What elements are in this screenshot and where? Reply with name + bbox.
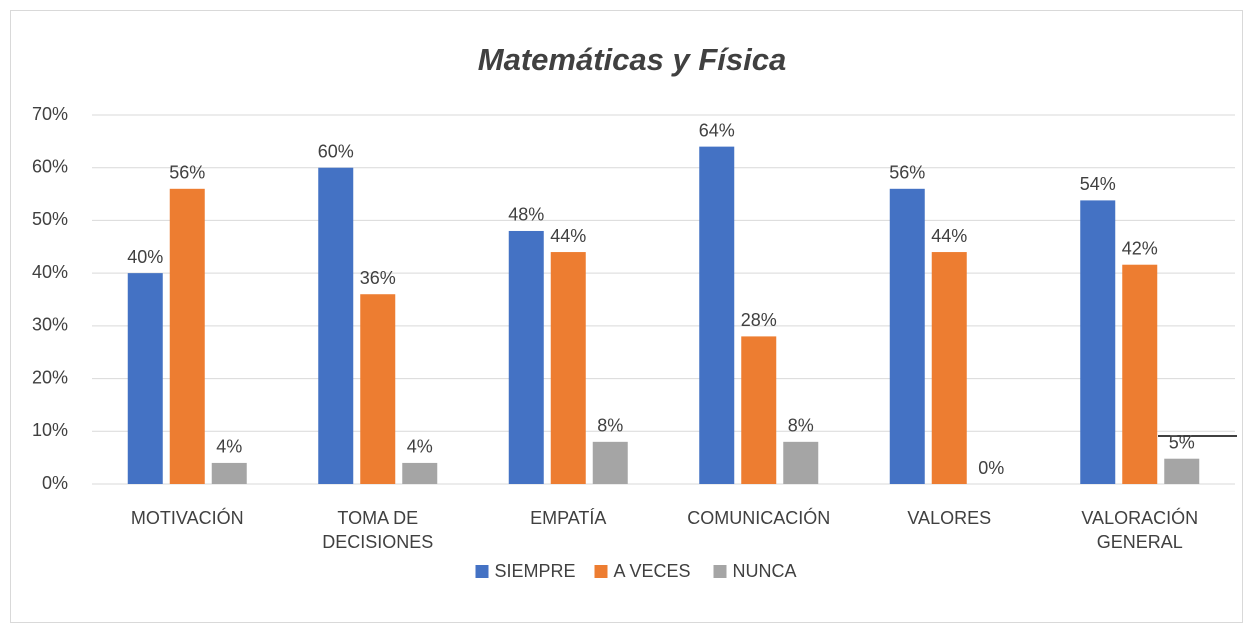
bar: [360, 294, 396, 484]
bar: [931, 252, 967, 484]
x-tick-label: MOTIVACIÓN: [130, 508, 244, 528]
data-label: 40%: [127, 247, 163, 267]
data-label: 56%: [169, 163, 205, 183]
data-label: 48%: [508, 205, 544, 225]
y-tick-label: 40%: [32, 262, 68, 282]
data-label: 56%: [889, 163, 925, 183]
bar: [741, 336, 777, 484]
bar: [1122, 264, 1158, 484]
bar: [127, 273, 163, 484]
bar: [699, 146, 735, 484]
data-label: 36%: [360, 268, 396, 288]
bar: [550, 252, 586, 484]
data-label: 8%: [788, 416, 814, 436]
data-label: 44%: [550, 226, 586, 246]
bar: [402, 462, 438, 484]
data-label: 4%: [407, 437, 433, 457]
data-label: 60%: [318, 141, 354, 161]
legend-swatch: [475, 565, 489, 578]
y-tick-label: 50%: [32, 209, 68, 229]
x-tick-label: COMUNICACIÓN: [687, 508, 831, 528]
data-label: 4%: [216, 437, 242, 457]
y-tick-label: 20%: [32, 367, 68, 387]
data-label: 8%: [597, 416, 623, 436]
bar: [1080, 200, 1116, 484]
data-label: 5%: [1169, 432, 1195, 452]
y-tick-label: 30%: [32, 315, 68, 335]
y-tick-label: 0%: [42, 473, 68, 493]
data-label: 54%: [1080, 174, 1116, 194]
bar: [1164, 458, 1200, 484]
x-tick-label: VALORACIÓN GENERAL: [1081, 508, 1199, 552]
data-label: 0%: [978, 458, 1004, 478]
legend-label: SIEMPRE: [495, 561, 576, 581]
data-label: 64%: [699, 120, 735, 140]
y-tick-label: 70%: [32, 104, 68, 124]
bar: [783, 441, 819, 484]
data-label: 42%: [1122, 238, 1158, 258]
bar: [889, 188, 925, 485]
chart-title: Matemáticas y Física: [478, 42, 786, 77]
legend-swatch: [594, 565, 608, 578]
data-label: 44%: [931, 226, 967, 246]
x-tick-label: TOMA DE DECISIONES: [322, 508, 434, 552]
y-tick-label: 60%: [32, 156, 68, 176]
bar: [318, 167, 354, 484]
bar: [211, 462, 247, 484]
chart-border: [10, 10, 1243, 623]
grid: [92, 114, 1235, 485]
bar: [169, 188, 205, 485]
bars: [127, 146, 1200, 485]
bar: [592, 441, 628, 484]
y-tick-label: 10%: [32, 420, 68, 440]
x-tick-label: EMPATÍA: [530, 508, 607, 528]
bar: [508, 230, 544, 484]
x-tick-label: VALORES: [907, 508, 992, 528]
legend-label: NUNCA: [733, 561, 797, 581]
data-label: 28%: [741, 310, 777, 330]
legend-label: A VECES: [614, 561, 691, 581]
legend-swatch: [713, 565, 727, 578]
